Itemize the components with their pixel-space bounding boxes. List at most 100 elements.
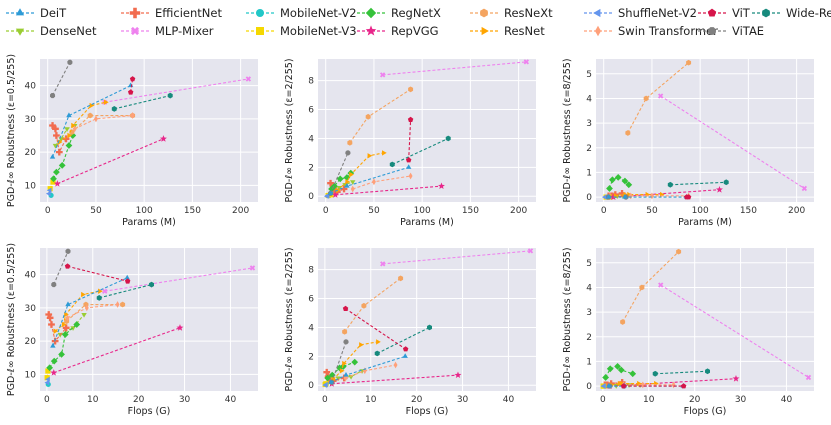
x-tick-label: 40	[225, 395, 237, 405]
series-resnext	[64, 301, 126, 325]
data-point	[716, 186, 723, 193]
x-tick-label: 200	[788, 206, 805, 216]
x-tick-label: 20	[133, 395, 145, 405]
data-point	[53, 168, 60, 176]
y-axis-label: PGD-ℓ∞ Robustness (ε=2/255)	[284, 58, 295, 202]
series-wide-resnet	[96, 281, 155, 301]
data-point	[382, 150, 387, 156]
x-tick-label: 50	[646, 206, 658, 216]
legend-entry-swin-transformer: Swin Transformer	[584, 24, 718, 38]
data-point	[609, 176, 616, 184]
series-swin-transformer	[343, 361, 398, 382]
data-point	[160, 135, 167, 142]
data-point	[606, 382, 612, 388]
data-point	[124, 278, 131, 284]
series-line	[655, 370, 708, 375]
data-point	[389, 161, 395, 168]
data-point	[658, 282, 664, 288]
series-deit	[327, 164, 412, 195]
data-point	[628, 192, 633, 200]
data-point	[336, 175, 344, 183]
data-point	[149, 281, 155, 288]
data-point	[328, 371, 336, 379]
legend-entry-mobilenet-v3: MobileNet-V3	[246, 24, 357, 38]
data-point	[331, 182, 338, 190]
data-point	[649, 192, 654, 200]
legend-entry-vit: ViT	[698, 6, 751, 20]
series-regnetx	[602, 362, 637, 381]
data-point	[680, 383, 687, 389]
series-vit	[620, 383, 687, 389]
y-tick-label: 1	[586, 168, 592, 178]
data-point	[104, 99, 109, 105]
x-tick-label: 20	[689, 395, 701, 405]
x-axis-label: Params (M)	[400, 217, 454, 228]
data-point	[331, 187, 338, 194]
data-point	[96, 295, 102, 301]
data-point	[50, 93, 56, 99]
series-repvgg	[53, 135, 167, 187]
legend-marker	[480, 8, 488, 18]
data-point	[637, 380, 642, 387]
series-line	[59, 314, 85, 335]
legend-label: DenseNet	[40, 24, 97, 38]
data-point	[45, 376, 50, 383]
data-point	[65, 248, 71, 254]
x-axis-label: Params (M)	[678, 217, 732, 228]
data-point	[407, 116, 414, 122]
series-resnext	[620, 248, 682, 325]
x-tick-label: 0	[601, 206, 607, 216]
data-point	[339, 368, 345, 374]
data-point	[45, 311, 53, 318]
data-point	[621, 177, 629, 185]
data-point	[617, 366, 625, 374]
data-point	[438, 182, 445, 190]
data-point	[351, 358, 359, 366]
series-vit	[64, 263, 131, 284]
data-point	[342, 305, 349, 311]
data-point	[50, 175, 57, 183]
data-point	[639, 284, 645, 291]
data-point	[402, 353, 408, 358]
y-tick-label: 6	[308, 106, 314, 116]
y-tick-label: 40	[25, 82, 37, 92]
legend-entry-deit: DeiT	[6, 6, 67, 20]
series-line	[627, 62, 689, 134]
data-point	[705, 368, 711, 375]
series-line	[660, 284, 809, 378]
series-line	[53, 327, 181, 374]
data-point	[343, 374, 348, 382]
series-layer	[323, 59, 530, 199]
legend-marker	[593, 8, 601, 18]
x-tick-label: 40	[503, 395, 515, 405]
x-tick-label: 50	[90, 206, 102, 216]
plot-background	[596, 248, 814, 391]
data-point	[380, 261, 386, 267]
series-mlp-mixer	[657, 93, 808, 192]
data-point	[323, 368, 331, 376]
legend-marker	[256, 27, 264, 35]
data-point	[249, 265, 256, 271]
legend: DeiT DenseNet EfficientNet MLP-Mixer MobileN…	[6, 6, 831, 38]
data-point	[347, 139, 353, 146]
data-point	[625, 130, 631, 136]
y-tick-label: 20	[25, 148, 37, 158]
y-tick-label: 3	[586, 308, 592, 318]
series-line	[67, 265, 128, 282]
x-tick-label: 30	[735, 395, 747, 405]
y-tick-label: 0	[586, 193, 592, 203]
data-point	[58, 162, 66, 169]
legend-entry-resnext: ResNeXt	[470, 6, 553, 20]
y-tick-label: 3	[586, 119, 592, 129]
data-point	[55, 148, 63, 156]
data-point	[49, 122, 56, 129]
legend-label: EfficientNet	[155, 6, 222, 20]
data-point	[345, 179, 351, 185]
data-point	[343, 371, 349, 377]
data-point	[379, 72, 386, 78]
series-mlp-mixer	[102, 265, 256, 294]
legend-entry-wide-resnet: Wide-ResNet	[752, 6, 831, 20]
data-point	[606, 365, 614, 373]
x-axis-label: Flops (G)	[128, 406, 171, 417]
